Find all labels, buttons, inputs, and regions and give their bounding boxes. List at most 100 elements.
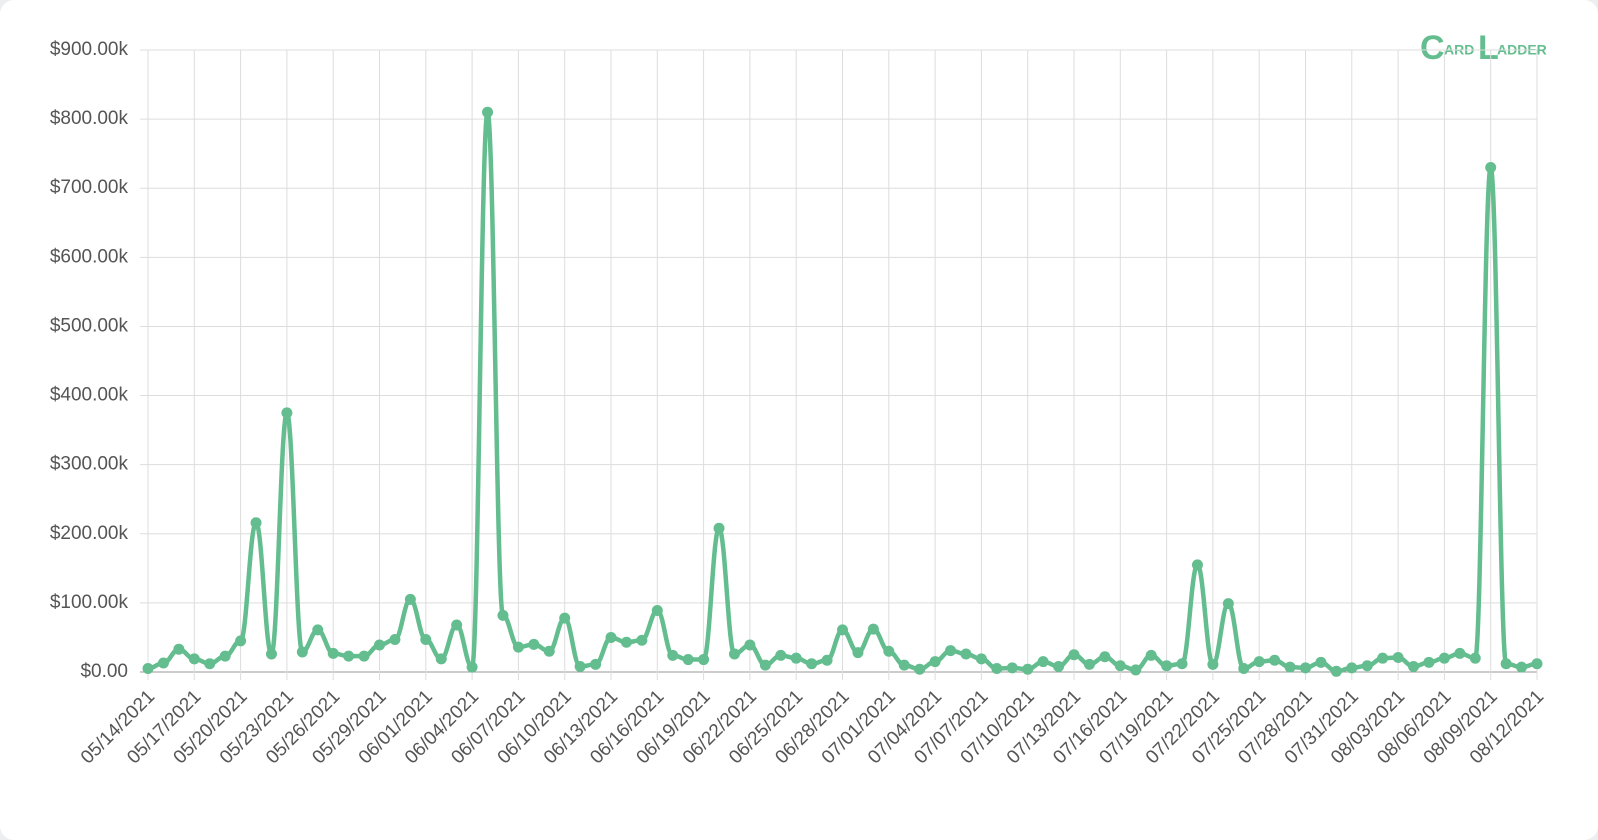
y-tick-label: $0.00 — [80, 661, 128, 682]
point — [744, 639, 756, 651]
point — [296, 646, 308, 658]
point — [1500, 658, 1512, 670]
point — [157, 657, 169, 669]
point — [620, 636, 632, 648]
point — [960, 648, 972, 660]
y-tick-label: $300.00k — [50, 454, 129, 475]
point — [1222, 598, 1234, 610]
point — [312, 624, 324, 636]
point — [574, 660, 586, 672]
point — [1315, 656, 1327, 668]
point — [466, 661, 478, 673]
point — [1114, 660, 1126, 672]
point — [1099, 651, 1111, 663]
point — [651, 604, 663, 616]
point — [204, 658, 216, 670]
point — [1423, 656, 1435, 668]
point — [1377, 652, 1389, 664]
point — [1438, 652, 1450, 664]
point — [1346, 662, 1358, 674]
y-tick-label: $100.00k — [50, 592, 129, 613]
point — [374, 639, 385, 651]
point — [1392, 651, 1404, 663]
point — [713, 522, 725, 534]
point — [991, 663, 1003, 675]
point — [1454, 647, 1466, 659]
point — [1469, 652, 1481, 664]
point — [775, 649, 787, 661]
point — [358, 650, 370, 662]
point — [728, 648, 740, 660]
point — [698, 654, 710, 666]
y-tick-label: $800.00k — [50, 108, 129, 129]
point — [1253, 656, 1265, 668]
point — [343, 650, 355, 662]
point — [1006, 662, 1018, 674]
point — [790, 652, 802, 664]
point — [806, 658, 818, 670]
point — [1269, 654, 1281, 666]
point — [1485, 161, 1497, 173]
y-tick-label: $400.00k — [50, 385, 129, 406]
point — [759, 659, 771, 671]
point — [512, 641, 524, 653]
point — [867, 623, 879, 635]
point — [188, 653, 200, 665]
logo-letter: L — [1478, 29, 1499, 67]
point — [1330, 665, 1342, 677]
point — [235, 635, 247, 647]
logo-letter: C — [1420, 29, 1445, 67]
point — [497, 609, 509, 621]
point — [528, 638, 540, 650]
point — [1068, 649, 1080, 661]
point — [559, 612, 571, 624]
point — [389, 634, 401, 646]
point — [451, 619, 463, 631]
point — [142, 663, 154, 675]
point — [420, 634, 432, 646]
point — [173, 643, 185, 655]
point — [1130, 664, 1142, 676]
point — [1191, 559, 1203, 571]
point — [1238, 663, 1250, 675]
point — [1022, 663, 1034, 675]
point — [605, 631, 617, 643]
point — [1083, 658, 1095, 670]
point — [482, 106, 494, 118]
point — [975, 653, 987, 665]
point — [852, 647, 864, 659]
point — [682, 654, 694, 666]
point — [1516, 661, 1528, 673]
point — [1176, 658, 1188, 670]
point — [821, 654, 833, 666]
point — [837, 624, 848, 636]
point — [1361, 660, 1373, 672]
point — [265, 648, 277, 660]
point — [1037, 656, 1049, 668]
point — [929, 656, 941, 668]
point — [914, 663, 926, 675]
point — [1284, 661, 1296, 673]
y-tick-label: $700.00k — [50, 177, 129, 198]
point — [1145, 649, 1157, 661]
y-tick-label: $900.00k — [50, 39, 129, 60]
point — [667, 649, 679, 661]
point — [1161, 660, 1173, 672]
point — [1207, 658, 1219, 670]
point — [543, 645, 555, 657]
point — [435, 653, 447, 665]
point — [327, 647, 339, 659]
point — [1531, 658, 1543, 670]
point — [898, 659, 910, 671]
point — [1408, 660, 1420, 672]
point — [945, 645, 957, 657]
point — [636, 634, 648, 646]
grid — [140, 49, 1538, 680]
point — [281, 407, 293, 419]
point — [219, 650, 231, 662]
point — [590, 658, 602, 670]
y-tick-label: $500.00k — [50, 315, 129, 336]
point — [1053, 660, 1065, 672]
